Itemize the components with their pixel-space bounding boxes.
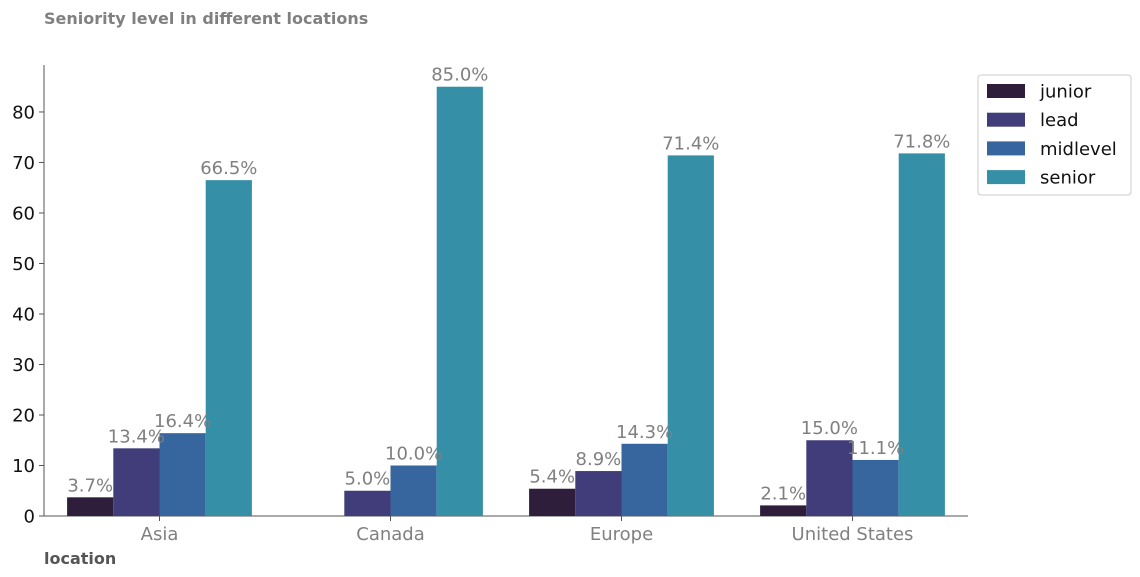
bar-midlevel xyxy=(159,433,206,516)
data-label: 16.4% xyxy=(154,411,211,432)
chart-title: Seniority level in different locations xyxy=(44,9,368,28)
legend-label-lead: lead xyxy=(1040,110,1079,131)
data-labels: 3.7% 13.4%16.4% 66.5% 5.0% 10.0% 85.0% 5.4%8.9… xyxy=(67,65,950,505)
y-tick-label: 70 xyxy=(12,153,35,174)
x-tick-label: United States xyxy=(792,524,914,545)
y-tick-label: 10 xyxy=(12,456,35,477)
y-tick-label: 0 xyxy=(24,507,35,528)
data-label: 85.0% xyxy=(431,65,488,86)
data-label: 5.0% xyxy=(345,469,391,490)
legend-swatch-lead xyxy=(987,112,1025,127)
x-tick-label: Europe xyxy=(590,524,653,545)
legend-label-senior: senior xyxy=(1040,168,1096,189)
data-label: 10.0% xyxy=(385,443,442,464)
bar-midlevel xyxy=(852,459,899,516)
data-label: 11.1% xyxy=(847,438,904,459)
legend-swatch-senior xyxy=(987,170,1025,185)
data-label: 14.3% xyxy=(616,422,673,443)
bar-senior xyxy=(436,86,483,517)
data-label: 15.0% xyxy=(801,418,858,439)
y-tick-label: 80 xyxy=(12,102,35,123)
x-tick-label: Asia xyxy=(141,524,179,545)
data-label: 8.9% xyxy=(576,449,622,470)
data-label: 2.1% xyxy=(760,483,806,504)
bar-lead xyxy=(344,490,391,516)
bar-senior xyxy=(898,153,945,516)
bar-junior xyxy=(67,497,114,516)
y-tick-label: 40 xyxy=(12,304,35,325)
bar-senior xyxy=(205,180,252,517)
data-label: 3.7% xyxy=(67,475,113,496)
data-label: 66.5% xyxy=(200,158,257,179)
y-ticks: 0 10 20 30 40 50 60 70 80 xyxy=(12,102,44,528)
bar-lead xyxy=(806,440,853,516)
plot-area: 0 10 20 30 40 50 60 70 80 3.7% 13.4%16.4% 66.5% 5.0… xyxy=(12,65,968,545)
x-axis-label: location xyxy=(44,549,116,568)
x-ticks: Asia Canada Europe United States xyxy=(141,516,914,545)
legend-frame xyxy=(977,74,1132,196)
y-tick-label: 30 xyxy=(12,355,35,376)
bar-junior xyxy=(529,488,576,516)
bar-lead xyxy=(113,448,160,516)
y-tick-label: 20 xyxy=(12,405,35,426)
bar-midlevel xyxy=(390,465,437,516)
bar-junior xyxy=(760,505,807,516)
legend: junior lead midlevel senior xyxy=(977,74,1132,196)
bars xyxy=(67,86,945,517)
data-label: 5.4% xyxy=(529,467,575,488)
legend-label-midlevel: midlevel xyxy=(1040,139,1117,160)
legend-label-junior: junior xyxy=(1039,82,1092,103)
data-label: 13.4% xyxy=(108,426,165,447)
legend-swatch-junior xyxy=(987,84,1025,98)
bar-midlevel xyxy=(621,443,668,516)
legend-swatch-midlevel xyxy=(987,141,1025,156)
y-tick-label: 60 xyxy=(12,203,35,224)
bar-senior xyxy=(667,155,714,516)
data-label: 71.4% xyxy=(662,133,719,154)
x-tick-label: Canada xyxy=(356,524,425,545)
data-label: 71.8% xyxy=(893,131,950,152)
y-tick-label: 50 xyxy=(12,254,35,275)
bar-lead xyxy=(575,471,622,516)
